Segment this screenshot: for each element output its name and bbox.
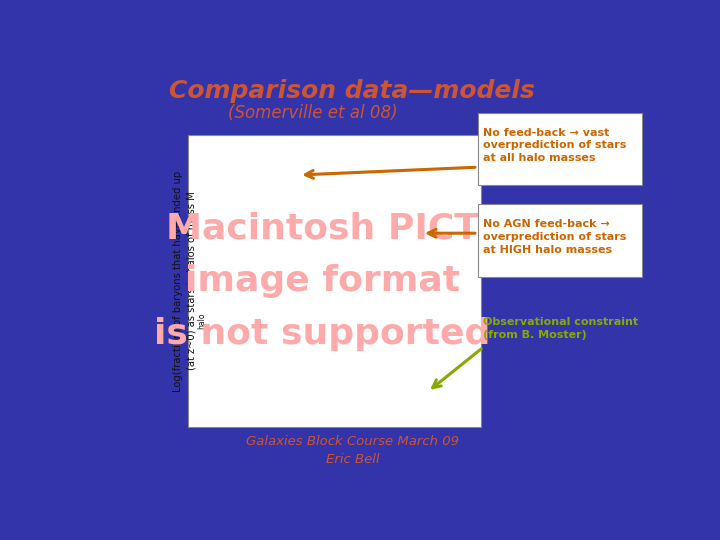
FancyBboxPatch shape bbox=[478, 113, 642, 185]
Text: No AGN feed-back →
overprediction of stars
at HIGH halo masses: No AGN feed-back → overprediction of sta… bbox=[483, 219, 627, 255]
Text: No feed-back → vast
overprediction of stars
at all halo masses: No feed-back → vast overprediction of st… bbox=[483, 127, 627, 163]
Text: Macintosh PICT
image format
is not supported: Macintosh PICT image format is not suppo… bbox=[154, 211, 490, 351]
Text: halo: halo bbox=[197, 312, 206, 328]
Text: Comparison data—models: Comparison data—models bbox=[169, 79, 535, 103]
Text: Galaxies Block Course March 09
Eric Bell: Galaxies Block Course March 09 Eric Bell bbox=[246, 435, 459, 466]
FancyBboxPatch shape bbox=[478, 204, 642, 277]
Text: Log(fraction) of baryons that have ended up
(at z~0) as stars in halos of mass M: Log(fraction) of baryons that have ended… bbox=[174, 171, 197, 392]
Text: Observational constraint
(from B. Moster): Observational constraint (from B. Moster… bbox=[483, 317, 639, 340]
FancyBboxPatch shape bbox=[188, 136, 481, 427]
Text: (Somerville et al 08): (Somerville et al 08) bbox=[228, 104, 398, 122]
